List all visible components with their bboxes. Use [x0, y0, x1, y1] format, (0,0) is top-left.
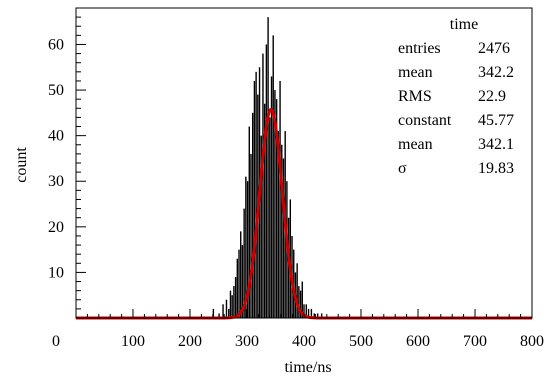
x-tick-label: 800	[520, 333, 544, 350]
gaussian-fit-curve	[76, 107, 532, 320]
stats-row-label: mean	[398, 64, 433, 81]
stats-row-value: 45.77	[478, 112, 514, 129]
stats-row-label: entries	[398, 40, 441, 57]
histogram-bar	[240, 231, 242, 318]
histogram-bar	[274, 90, 276, 318]
histogram-bar	[231, 295, 233, 318]
histogram-bar	[263, 103, 266, 319]
x-axis-label: time/ns	[284, 359, 331, 376]
histogram-bar	[246, 181, 249, 318]
x-tick-label: 700	[463, 333, 487, 350]
histogram-bar	[267, 17, 269, 319]
stats-box-title: time	[450, 16, 478, 33]
histogram-bar	[238, 249, 240, 318]
x-tick-label: 200	[178, 333, 202, 350]
stats-row-label: constant	[398, 112, 452, 129]
histogram-bar	[222, 304, 224, 318]
histogram-bar	[255, 71, 257, 318]
histogram-bar	[298, 286, 300, 318]
histogram-bar	[260, 135, 262, 318]
histogram-bar	[250, 153, 252, 318]
y-tick-label: 60	[48, 36, 64, 53]
histogram-bar	[241, 245, 244, 318]
histogram-bar	[299, 290, 302, 318]
stats-row-value: 342.1	[478, 136, 514, 153]
histogram-bar	[225, 299, 228, 318]
histogram-bar	[234, 276, 237, 318]
x-tick-label: 400	[292, 333, 316, 350]
histogram-bar	[248, 126, 250, 318]
x-tick-label: 300	[235, 333, 259, 350]
histogram-bar	[275, 99, 278, 319]
histogram-bar	[320, 313, 323, 318]
histogram-bar	[243, 208, 245, 318]
histogram-bar	[282, 158, 285, 318]
histogram-bar	[269, 117, 271, 318]
histogram-bar	[265, 44, 268, 318]
histogram-bar	[218, 313, 220, 318]
stats-row-value: 22.9	[478, 88, 506, 105]
histogram-bar	[228, 308, 230, 318]
histogram-bar	[253, 80, 256, 318]
plot-area	[76, 17, 532, 320]
stats-row-label: RMS	[398, 88, 432, 105]
stats-row-value: 19.83	[478, 160, 514, 177]
histogram-bar	[272, 35, 274, 318]
y-tick-label: 30	[48, 173, 64, 190]
y-tick-label: 50	[48, 82, 64, 99]
histogram-bar	[296, 263, 298, 318]
histogram-bar	[262, 53, 264, 319]
x-tick-label: 100	[121, 333, 145, 350]
histogram-bar	[301, 281, 303, 318]
histogram-bar	[229, 290, 232, 318]
histogram-bar	[233, 286, 235, 318]
histogram-bar	[252, 112, 254, 318]
y-tick-label: 20	[48, 219, 64, 236]
histogram-bar	[212, 308, 215, 318]
stats-row-label: mean	[398, 136, 433, 153]
histogram-bar	[279, 80, 281, 318]
histogram-bar	[305, 304, 307, 318]
histogram-bar	[236, 258, 239, 318]
histogram-bar	[313, 313, 315, 318]
stats-row-value: 342.2	[478, 64, 514, 81]
y-tick-label: 10	[48, 264, 64, 281]
x-tick-label: 500	[349, 333, 373, 350]
stats-row-value: 2476	[478, 40, 510, 57]
histogram-bar	[310, 308, 313, 318]
stats-box: time entries 2476 mean 342.2 RMS 22.9 constant…	[398, 16, 514, 177]
histogram-bar	[307, 308, 310, 318]
histogram-bar	[270, 76, 273, 318]
plot-frame	[75, 7, 533, 319]
stats-row-label: σ	[398, 160, 407, 177]
histogram-bar	[277, 131, 280, 318]
x-tick-label: 600	[406, 333, 430, 350]
y-tick-label: 40	[48, 128, 64, 145]
y-axis-label: count	[13, 147, 30, 183]
axes: count time/ns 0 100 200 300 400 500 600 700 800 1…	[13, 7, 544, 376]
x-tick-label: 0	[52, 333, 60, 350]
histogram-bar	[316, 313, 319, 318]
histogram-bar	[281, 144, 283, 318]
histogram-bar	[245, 176, 247, 318]
